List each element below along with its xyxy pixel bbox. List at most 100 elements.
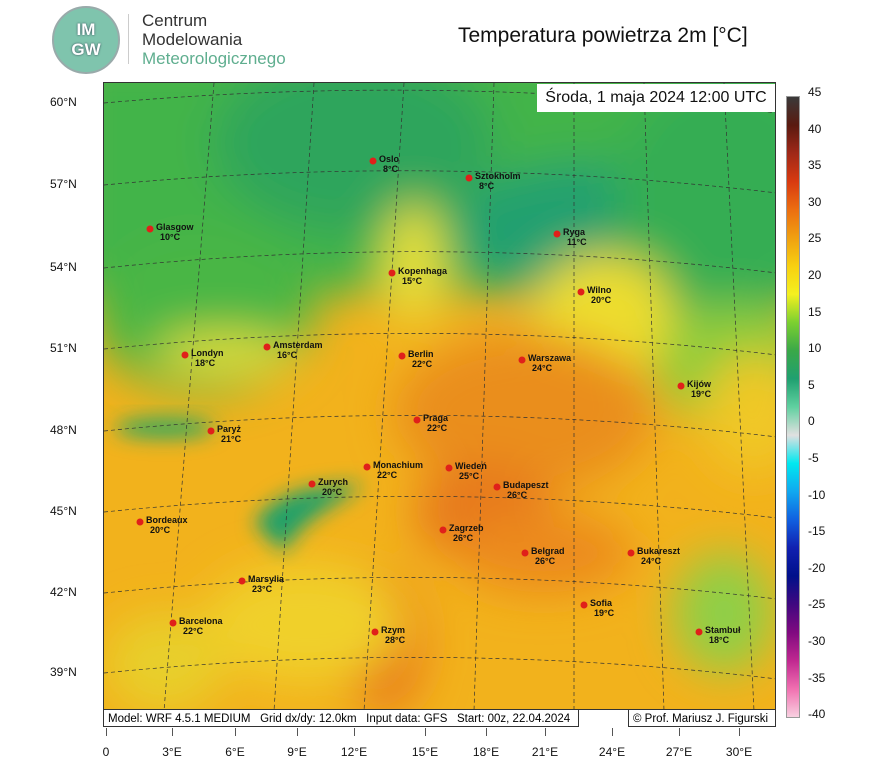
city-name: Wilno [587, 285, 612, 295]
city-temperature: 25°C [459, 471, 480, 481]
organization-name: Centrum Modelowania Meteorologicznego [142, 11, 286, 68]
longitude-label: 24°E [598, 745, 626, 759]
colorbar-label: 45 [808, 85, 822, 99]
longitude-label: 0 [102, 745, 110, 759]
city-name: Berlin [408, 349, 434, 359]
city-temperature: 8°C [479, 181, 495, 191]
city-name: Sofia [590, 598, 613, 608]
longitude-label: 15°E [411, 745, 439, 759]
city-temperature: 21°C [221, 434, 242, 444]
colorbar-label: -10 [808, 487, 826, 502]
city-name: Belgrad [531, 546, 565, 556]
city-label: Kopenhaga 15°C [398, 266, 447, 286]
colorbar-label: 15 [808, 304, 822, 319]
city-name: Oslo [379, 154, 400, 164]
city-label: Zurych 20°C [318, 477, 348, 497]
longitude-tick [354, 728, 355, 736]
city-name: Paryż [217, 424, 242, 434]
city-name: Monachium [373, 460, 424, 470]
colorbar-label: -40 [808, 707, 826, 722]
city-temperature: 22°C [377, 470, 398, 480]
city-marker [369, 157, 377, 165]
city-marker [695, 628, 703, 636]
colorbar-label: 5 [808, 377, 815, 392]
latitude-label: 51°N [50, 341, 77, 355]
city-temperature: 20°C [322, 487, 343, 497]
city-temperature: 19°C [594, 608, 615, 618]
longitude-label: 30°E [725, 745, 753, 759]
graticule [104, 83, 775, 709]
longitude-tick [612, 728, 613, 736]
city-label: Bordeaux 20°C [146, 515, 188, 535]
colorbar-label: 0 [808, 414, 815, 429]
city-label: Marsylia 23°C [248, 574, 284, 594]
city-name: Praga [423, 413, 449, 423]
city-marker [308, 480, 316, 488]
city-label: Barcelona 22°C [179, 616, 223, 636]
city-temperature: 15°C [402, 276, 423, 286]
city-label: Kijów 19°C [687, 379, 711, 399]
city-label: Rzym 28°C [381, 625, 405, 645]
city-name: Londyn [191, 348, 224, 358]
city-marker [371, 628, 379, 636]
longitude-tick [739, 728, 740, 736]
city-temperature: 26°C [535, 556, 556, 566]
city-marker [521, 549, 529, 557]
city-name: Kijów [687, 379, 711, 389]
city-temperature: 26°C [507, 490, 528, 500]
city-temperature: 8°C [383, 164, 399, 174]
city-label: Stambuł 18°C [705, 625, 741, 645]
city-temperature: 10°C [160, 232, 181, 242]
latitude-label: 45°N [50, 504, 77, 518]
latitude-label: 57°N [50, 177, 77, 191]
city-marker [169, 619, 177, 627]
latitude-label: 60°N [50, 95, 77, 109]
latitude-label: 54°N [50, 260, 77, 274]
city-name: Sztokholm [475, 171, 521, 181]
imgw-logo: IM GW [52, 6, 120, 74]
colorbar-label: 35 [808, 158, 822, 173]
city-temperature: 18°C [709, 635, 730, 645]
city-marker [398, 352, 406, 360]
city-label: Bukareszt 24°C [637, 546, 680, 566]
longitude-label: 9°E [287, 745, 307, 759]
copyright: © Prof. Mariusz J. Figurski [628, 709, 776, 727]
city-name: Ryga [563, 227, 586, 237]
city-label: Londyn 18°C [191, 348, 224, 368]
city-label: Monachium 22°C [373, 460, 423, 480]
city-marker [493, 483, 501, 491]
colorbar-label: 10 [808, 341, 822, 356]
city-temperature: 11°C [567, 237, 587, 247]
city-temperature: 23°C [252, 584, 273, 594]
longitude-tick [679, 728, 680, 736]
colorbar-label: -5 [808, 451, 819, 465]
colorbar-label: 25 [808, 231, 822, 246]
temperature-field [104, 83, 775, 709]
city-label: Ryga 11°C [563, 227, 587, 247]
longitude-tick [106, 728, 107, 736]
city-temperature: 19°C [691, 389, 712, 399]
colorbar-label: -30 [808, 634, 826, 648]
city-label: Budapeszt 26°C [503, 480, 549, 500]
colorbar [786, 96, 800, 718]
city-label: Glasgow 10°C [156, 222, 194, 242]
city-marker [465, 174, 473, 182]
model-info: Model: WRF 4.5.1 MEDIUM Grid dx/dy: 12.0… [103, 709, 579, 727]
colorbar-label: -20 [808, 560, 826, 575]
longitude-label: 21°E [531, 745, 559, 759]
longitude-tick [486, 728, 487, 736]
city-label: Warszawa 24°C [528, 353, 571, 373]
colorbar-label: -15 [808, 524, 826, 539]
latitude-label: 39°N [50, 665, 77, 679]
city-name: Zagrzeb [449, 523, 484, 533]
colorbar-label: -25 [808, 597, 826, 612]
city-marker [577, 288, 585, 296]
city-marker [439, 526, 447, 534]
city-name: Rzym [381, 625, 406, 635]
city-marker [136, 518, 144, 526]
city-name: Bukareszt [637, 546, 681, 556]
longitude-tick [297, 728, 298, 736]
city-temperature: 16°C [277, 350, 298, 360]
city-temperature: 22°C [183, 626, 204, 636]
longitude-label: 12°E [340, 745, 368, 759]
